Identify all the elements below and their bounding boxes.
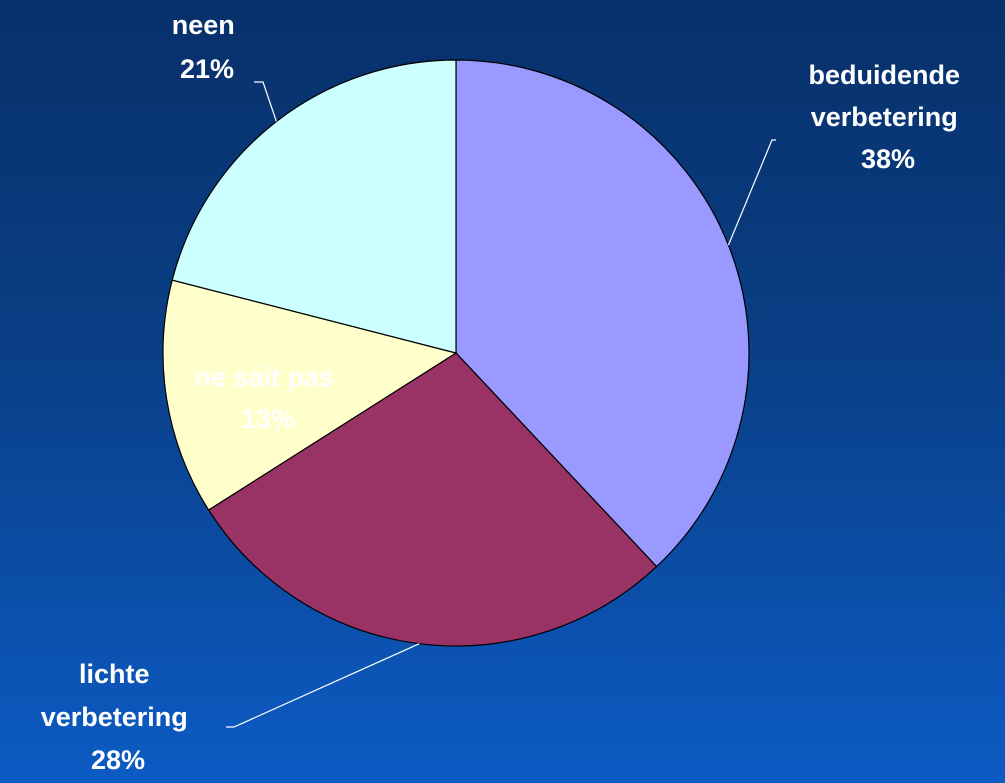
slice-percent-label: 21% xyxy=(180,54,234,84)
slice-label-line: lichte xyxy=(79,659,150,689)
pie-slice-lichte-verbetering xyxy=(207,352,658,647)
slice-percent-label: 13% xyxy=(241,404,295,434)
slice-label-beduidende-verbetering: beduidende verbetering 38% xyxy=(808,60,967,174)
leader-line-beduidende-verbetering xyxy=(727,139,776,246)
leader-line-neen xyxy=(254,81,277,122)
slice-label-line: verbetering xyxy=(811,102,958,132)
slice-percent-label: 38% xyxy=(861,144,915,174)
slice-label-line: beduidende xyxy=(808,60,960,90)
leader-lines xyxy=(226,81,776,728)
slice-label-lichte-verbetering: lichte verbetering 28% xyxy=(41,659,196,775)
slice-label-line: neen xyxy=(172,10,235,40)
slice-label-line: ne sait pas xyxy=(194,362,334,392)
pie-slice-ne-sait-pas xyxy=(162,279,458,511)
leader-line-lichte-verbetering xyxy=(226,643,420,728)
slice-percent-label: 28% xyxy=(91,745,145,775)
slice-label-neen: neen 21% xyxy=(172,10,243,84)
pie-slice-beduidende-verbetering xyxy=(455,59,750,568)
pie-slices xyxy=(162,59,750,647)
slice-label-line: verbetering xyxy=(41,702,188,732)
slice-label-ne-sait-pas: ne sait pas 13% xyxy=(194,362,341,434)
